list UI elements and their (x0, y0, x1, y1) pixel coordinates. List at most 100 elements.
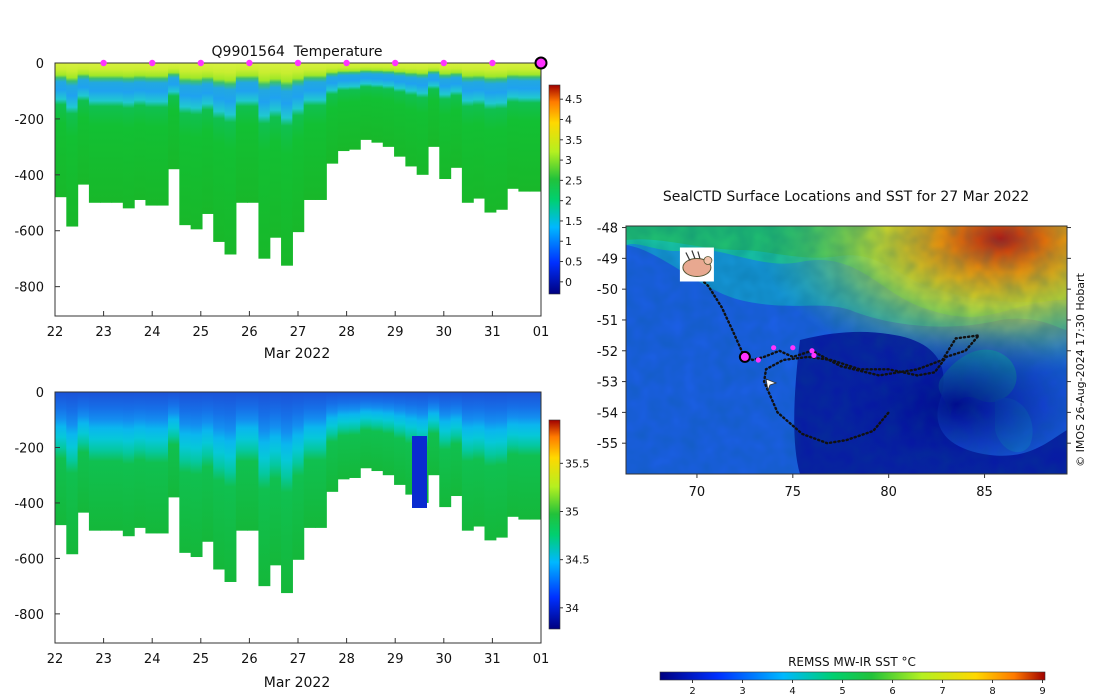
salinity-colorbar-tick-label: 35.5 (565, 457, 590, 470)
sst-field (626, 226, 1067, 474)
salinity-profile-column (348, 392, 361, 478)
temperature-profile-column (495, 63, 508, 210)
salinity-profile-column (247, 392, 260, 531)
temperature-profile-column (235, 63, 248, 203)
temperature-profile-column (201, 63, 214, 214)
latest-location (738, 350, 751, 363)
salinity-profile-column (235, 392, 248, 531)
salinity-x-tick-label: 22 (47, 652, 64, 667)
temperature-x-tick-label: 01 (533, 325, 550, 340)
salinity-colorbar-ticks: 34 34.5 35 35.5 (560, 457, 590, 615)
temperature-profile-column (473, 63, 486, 199)
temperature-colorbar-tick-label: 1 (565, 235, 572, 248)
temperature-profile-column (122, 63, 135, 209)
salinity-profile-column (258, 392, 271, 587)
map-y-tick-label: -54 (597, 406, 618, 421)
temperature-profile-column (507, 63, 519, 189)
salinity-x-tick-label: 23 (95, 652, 112, 667)
sst-colorbar-tick-label: 6 (889, 686, 895, 697)
seal-icon (679, 247, 714, 282)
salinity-profile-column (337, 392, 350, 480)
temperature-profile-column (190, 63, 203, 230)
temperature-profile-column (371, 63, 384, 143)
sst-colorbar-tick-label: 2 (689, 686, 695, 697)
sst-colorbar-tick-label: 7 (939, 686, 945, 697)
salinity-profile-column (122, 392, 135, 537)
temperature-profile-column (77, 63, 90, 185)
salinity-profile-column (484, 392, 497, 541)
temperature-profile-column (55, 63, 67, 198)
surface-marker (343, 59, 350, 67)
sst-colorbar (659, 671, 1046, 681)
temperature-xlabel: Mar 2022 (264, 346, 331, 362)
salinity-x-tick-label: 31 (484, 652, 501, 667)
temperature-profile-column (88, 63, 101, 203)
salinity-profile-column (224, 392, 237, 582)
salinity-profile-column (201, 392, 214, 542)
map-y-tick-label: -48 (597, 222, 618, 237)
temperature-colorbar-tick-label: 2 (565, 195, 572, 208)
salinity-profile-column (55, 392, 67, 526)
surface-location (809, 348, 815, 354)
salinity-profile-column (495, 392, 508, 538)
temperature-profile-column (439, 63, 452, 180)
surface-marker (100, 59, 107, 67)
salinity-profile-column (314, 392, 327, 528)
temperature-profile-column (247, 63, 260, 203)
map-y-tick-label: -51 (597, 314, 618, 329)
sst-colorbar-tick-label: 9 (1039, 686, 1045, 697)
salinity-x-tick-label: 27 (290, 652, 307, 667)
surface-marker (149, 59, 156, 67)
temperature-colorbar-tick-label: 4.5 (565, 93, 583, 106)
salinity-profile-column (382, 392, 395, 476)
map-y-tick-label: -55 (597, 437, 618, 452)
salinity-y-tick-label: 0 (36, 386, 44, 401)
salinity-y-axis: 0 -200 -400 -600 -800 (14, 386, 60, 623)
temperature-colorbar-tick-label: 1.5 (565, 215, 583, 228)
temperature-profile-column (484, 63, 497, 213)
surface-location (771, 345, 777, 351)
salinity-xlabel: Mar 2022 (264, 675, 331, 691)
map-axes-frame (625, 225, 1068, 475)
temperature-profile-column (382, 63, 395, 147)
temperature-profile-column (427, 63, 440, 147)
temperature-profile-column (518, 63, 531, 192)
latest-surface-marker (534, 56, 548, 70)
salinity-colorbar (548, 419, 561, 630)
temperature-columns (55, 63, 541, 266)
map-x-tick-label: 75 (785, 485, 802, 500)
salinity-x-tick-label: 28 (338, 652, 355, 667)
surface-marker (294, 59, 302, 67)
salinity-y-tick-label: -800 (14, 608, 44, 623)
salinity-profile-column (326, 392, 339, 492)
temperature-profile-column (292, 63, 305, 233)
salinity-profile-column (529, 392, 541, 520)
temperature-x-tick-label: 24 (144, 325, 161, 340)
salinity-x-tick-label: 26 (241, 652, 258, 667)
temperature-profile-column (111, 63, 124, 203)
map-x-tick-label: 85 (976, 485, 993, 500)
salinity-profile-column (473, 392, 486, 527)
salinity-colorbar-tick-label: 34 (565, 602, 579, 615)
temperature-colorbar-tick-label: 0.5 (565, 256, 583, 269)
salinity-y-tick-label: -400 (14, 497, 44, 512)
temperature-profile-column (134, 63, 147, 200)
salinity-profile-column (269, 392, 282, 566)
temperature-y-tick-label: -600 (14, 225, 44, 240)
salinity-profile-column (292, 392, 305, 560)
map-x-tick-label: 80 (880, 485, 897, 500)
map-x-axis: 70 75 80 85 (689, 474, 993, 500)
surface-marker (392, 59, 399, 67)
temperature-profile-column (360, 63, 373, 140)
salinity-profile-column (190, 392, 203, 558)
salinity-profile-column (134, 392, 147, 528)
salinity-profile-column (156, 392, 169, 534)
temperature-x-tick-label: 29 (387, 325, 404, 340)
surface-marker (489, 59, 496, 67)
map-y-tick-label: -52 (597, 345, 618, 360)
salinity-profile-column (507, 392, 519, 517)
salinity-profile-column (88, 392, 101, 531)
temperature-section-plot: 22 23 24 25 26 27 28 29 30 31 01 0-200-400-600-800… (14, 44, 582, 362)
salinity-profile-column (360, 392, 373, 469)
